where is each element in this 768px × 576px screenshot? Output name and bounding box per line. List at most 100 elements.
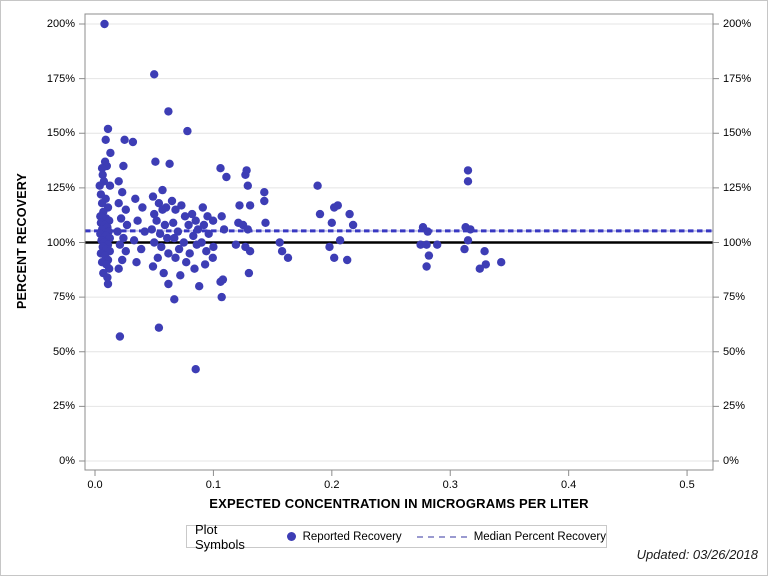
data-point bbox=[191, 365, 200, 374]
data-point bbox=[222, 172, 231, 182]
legend-entry-median-percent-recovery: Median Percent Recovery bbox=[473, 530, 606, 543]
data-point bbox=[231, 240, 241, 249]
data-point bbox=[163, 233, 172, 243]
y-tick-label-right: 200% bbox=[723, 18, 752, 30]
data-point bbox=[115, 240, 125, 249]
data-point bbox=[147, 225, 156, 234]
data-point bbox=[148, 262, 158, 271]
data-point bbox=[164, 249, 173, 258]
data-point bbox=[129, 236, 139, 245]
data-point bbox=[198, 203, 207, 212]
data-point bbox=[187, 209, 197, 219]
data-point bbox=[204, 229, 213, 238]
data-point bbox=[120, 135, 129, 144]
data-point bbox=[348, 220, 358, 230]
data-point bbox=[131, 194, 140, 203]
data-point bbox=[333, 201, 342, 210]
data-point bbox=[199, 220, 209, 230]
data-point bbox=[433, 240, 442, 249]
data-point bbox=[216, 164, 225, 173]
y-tick-label-right: 50% bbox=[723, 345, 746, 358]
data-point bbox=[169, 218, 178, 227]
data-point bbox=[200, 260, 210, 269]
y-tick-label-left: 150% bbox=[46, 127, 75, 140]
data-point bbox=[133, 216, 142, 225]
data-point bbox=[463, 166, 473, 175]
data-point bbox=[209, 242, 218, 252]
x-tick-label: 0.3 bbox=[442, 479, 458, 491]
data-point bbox=[243, 225, 252, 234]
data-point bbox=[164, 279, 173, 289]
data-point bbox=[138, 203, 147, 212]
data-point bbox=[191, 216, 200, 225]
legend-title: Plot Symbols bbox=[195, 521, 245, 552]
data-point bbox=[422, 262, 431, 271]
data-point bbox=[170, 295, 179, 304]
data-point bbox=[154, 323, 164, 332]
data-point bbox=[151, 157, 160, 166]
data-point bbox=[195, 282, 204, 291]
data-point bbox=[119, 161, 128, 171]
data-point bbox=[106, 148, 115, 158]
data-point bbox=[173, 227, 183, 236]
data-point bbox=[245, 247, 255, 256]
data-point bbox=[171, 205, 180, 214]
data-point bbox=[105, 181, 115, 190]
data-point bbox=[325, 242, 334, 252]
data-point bbox=[150, 238, 159, 247]
y-tick-label-left: 50% bbox=[52, 345, 75, 358]
x-axis-title: EXPECTED CONCENTRATION IN MICROGRAMS PER… bbox=[209, 496, 589, 511]
data-point bbox=[118, 188, 127, 197]
data-point bbox=[242, 166, 251, 175]
y-tick-label-left: 75% bbox=[52, 291, 75, 304]
updated-note: Updated: 03/26/2018 bbox=[636, 547, 758, 562]
y-tick-label-right: 0% bbox=[723, 454, 739, 467]
data-point bbox=[261, 218, 270, 227]
data-point bbox=[154, 199, 164, 208]
data-point bbox=[327, 218, 336, 227]
data-point bbox=[202, 247, 211, 256]
data-point bbox=[185, 249, 194, 258]
data-point bbox=[245, 201, 255, 210]
data-point bbox=[103, 273, 112, 282]
data-point bbox=[180, 212, 190, 221]
y-tick-label-left: 0% bbox=[59, 454, 75, 467]
data-point bbox=[475, 264, 484, 273]
data-point bbox=[335, 236, 345, 245]
data-point bbox=[122, 220, 132, 230]
x-tick-label: 0.0 bbox=[87, 479, 103, 491]
data-point bbox=[497, 258, 506, 267]
data-point bbox=[114, 264, 123, 273]
legend-entry-reported-recovery: Reported Recovery bbox=[302, 530, 402, 543]
y-tick-label-right: 175% bbox=[723, 72, 752, 85]
data-point bbox=[116, 214, 126, 223]
data-point bbox=[330, 253, 339, 262]
data-point bbox=[170, 233, 179, 243]
data-point bbox=[121, 247, 130, 256]
data-point bbox=[97, 164, 107, 173]
data-point bbox=[160, 220, 170, 230]
data-point bbox=[95, 181, 104, 190]
y-tick-label-right: 150% bbox=[723, 127, 752, 140]
data-point bbox=[140, 227, 149, 236]
data-point bbox=[113, 227, 122, 236]
data-point bbox=[183, 126, 192, 136]
data-point bbox=[157, 242, 166, 252]
y-tick-label-left: 100% bbox=[46, 236, 75, 249]
data-point bbox=[193, 225, 203, 234]
data-point bbox=[158, 185, 167, 195]
data-point bbox=[260, 188, 269, 197]
y-tick-label-right: 100% bbox=[723, 236, 752, 249]
data-point bbox=[105, 264, 114, 273]
data-point bbox=[148, 192, 158, 201]
data-point bbox=[244, 268, 254, 278]
data-point bbox=[115, 332, 125, 341]
y-tick-label-left: 25% bbox=[52, 400, 75, 413]
reported-recovery-marker-icon bbox=[286, 532, 296, 541]
plot-frame bbox=[84, 13, 714, 471]
y-tick-label-right: 75% bbox=[723, 291, 746, 304]
data-point bbox=[121, 205, 130, 214]
x-tick-label: 0.4 bbox=[560, 479, 577, 491]
data-point bbox=[171, 253, 180, 262]
